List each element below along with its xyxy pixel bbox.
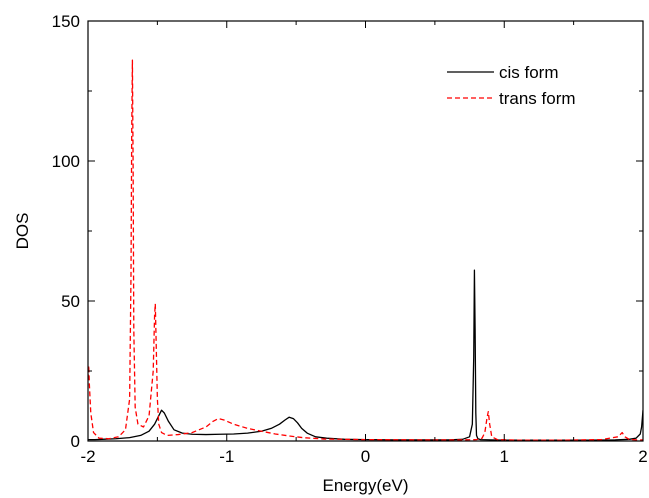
y-axis-ticks: 0 50 100 150 <box>52 12 643 451</box>
y-tick-label: 150 <box>52 12 80 31</box>
x-tick-label: 1 <box>500 447 509 466</box>
x-tick-label: -2 <box>80 447 95 466</box>
plot-frame <box>87 20 644 442</box>
curves-group <box>88 59 643 441</box>
legend: cis form trans form <box>447 63 576 108</box>
x-tick-label: -1 <box>219 447 234 466</box>
y-axis-label: DOS <box>13 213 32 250</box>
series-line-cis-form <box>88 269 643 441</box>
x-tick-label: 0 <box>361 447 370 466</box>
legend-label-cis: cis form <box>499 63 559 82</box>
x-tick-label: 2 <box>638 447 647 466</box>
x-axis-label: Energy(eV) <box>323 476 409 495</box>
y-tick-label: 100 <box>52 152 80 171</box>
y-tick-label: 0 <box>71 432 80 451</box>
series-line-trans-form <box>88 59 643 441</box>
legend-label-trans: trans form <box>499 89 576 108</box>
x-axis-ticks: -2 -1 0 1 2 <box>80 21 648 466</box>
y-tick-label: 50 <box>61 292 80 311</box>
